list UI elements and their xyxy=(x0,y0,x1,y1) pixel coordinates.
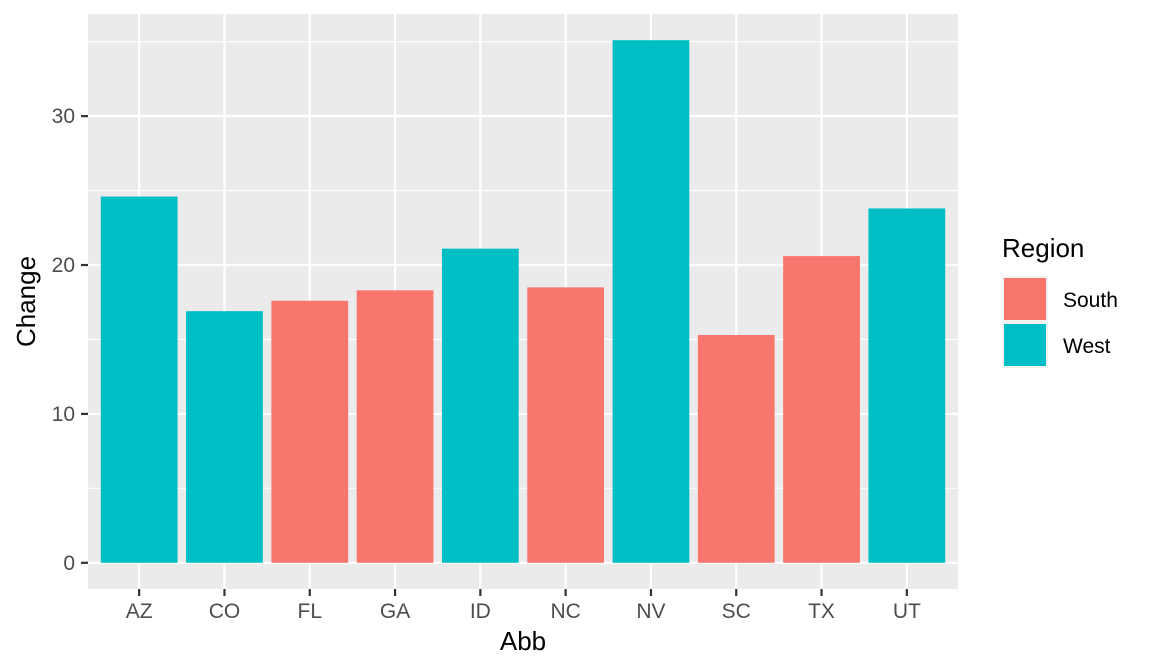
bar-tx xyxy=(783,256,860,563)
x-tick-label: ID xyxy=(470,600,491,623)
y-tick-label: 10 xyxy=(52,403,75,426)
x-tick-label: TX xyxy=(808,600,835,623)
bar-ut xyxy=(868,208,946,563)
bar-nc xyxy=(527,287,605,563)
bar-az xyxy=(100,196,178,563)
legend-label-west: West xyxy=(1063,335,1111,358)
y-axis-title: Change xyxy=(11,256,41,347)
x-tick-label: UT xyxy=(893,600,921,623)
x-tick-label: NV xyxy=(636,600,665,623)
x-axis-title: Abb xyxy=(500,626,546,656)
legend-swatch-west xyxy=(1004,324,1046,366)
y-axis: 0 10 20 30 xyxy=(52,105,88,575)
y-tick-label: 0 xyxy=(63,552,75,575)
y-tick-label: 30 xyxy=(52,105,75,128)
bar-ga xyxy=(356,290,434,563)
x-tick-label: AZ xyxy=(126,600,153,623)
legend-label-south: South xyxy=(1063,289,1118,312)
x-tick-label: FL xyxy=(298,600,323,623)
x-tick-label: GA xyxy=(380,600,410,623)
x-tick-label: SC xyxy=(722,600,751,623)
legend: Region South West xyxy=(1002,233,1118,368)
x-tick-label: NC xyxy=(550,600,580,623)
bars xyxy=(100,40,946,563)
x-axis: AZ CO FL GA ID NC NV SC TX UT xyxy=(126,589,921,623)
x-tick-label: CO xyxy=(209,600,241,623)
legend-items: South West xyxy=(1002,276,1118,368)
legend-title: Region xyxy=(1002,233,1084,263)
bar-nv xyxy=(612,40,690,563)
bar-sc xyxy=(697,334,775,563)
y-tick-label: 20 xyxy=(52,254,75,277)
bar-id xyxy=(441,248,519,563)
legend-swatch-south xyxy=(1004,278,1046,320)
bar-co xyxy=(186,311,263,563)
bar-fl xyxy=(271,300,349,563)
